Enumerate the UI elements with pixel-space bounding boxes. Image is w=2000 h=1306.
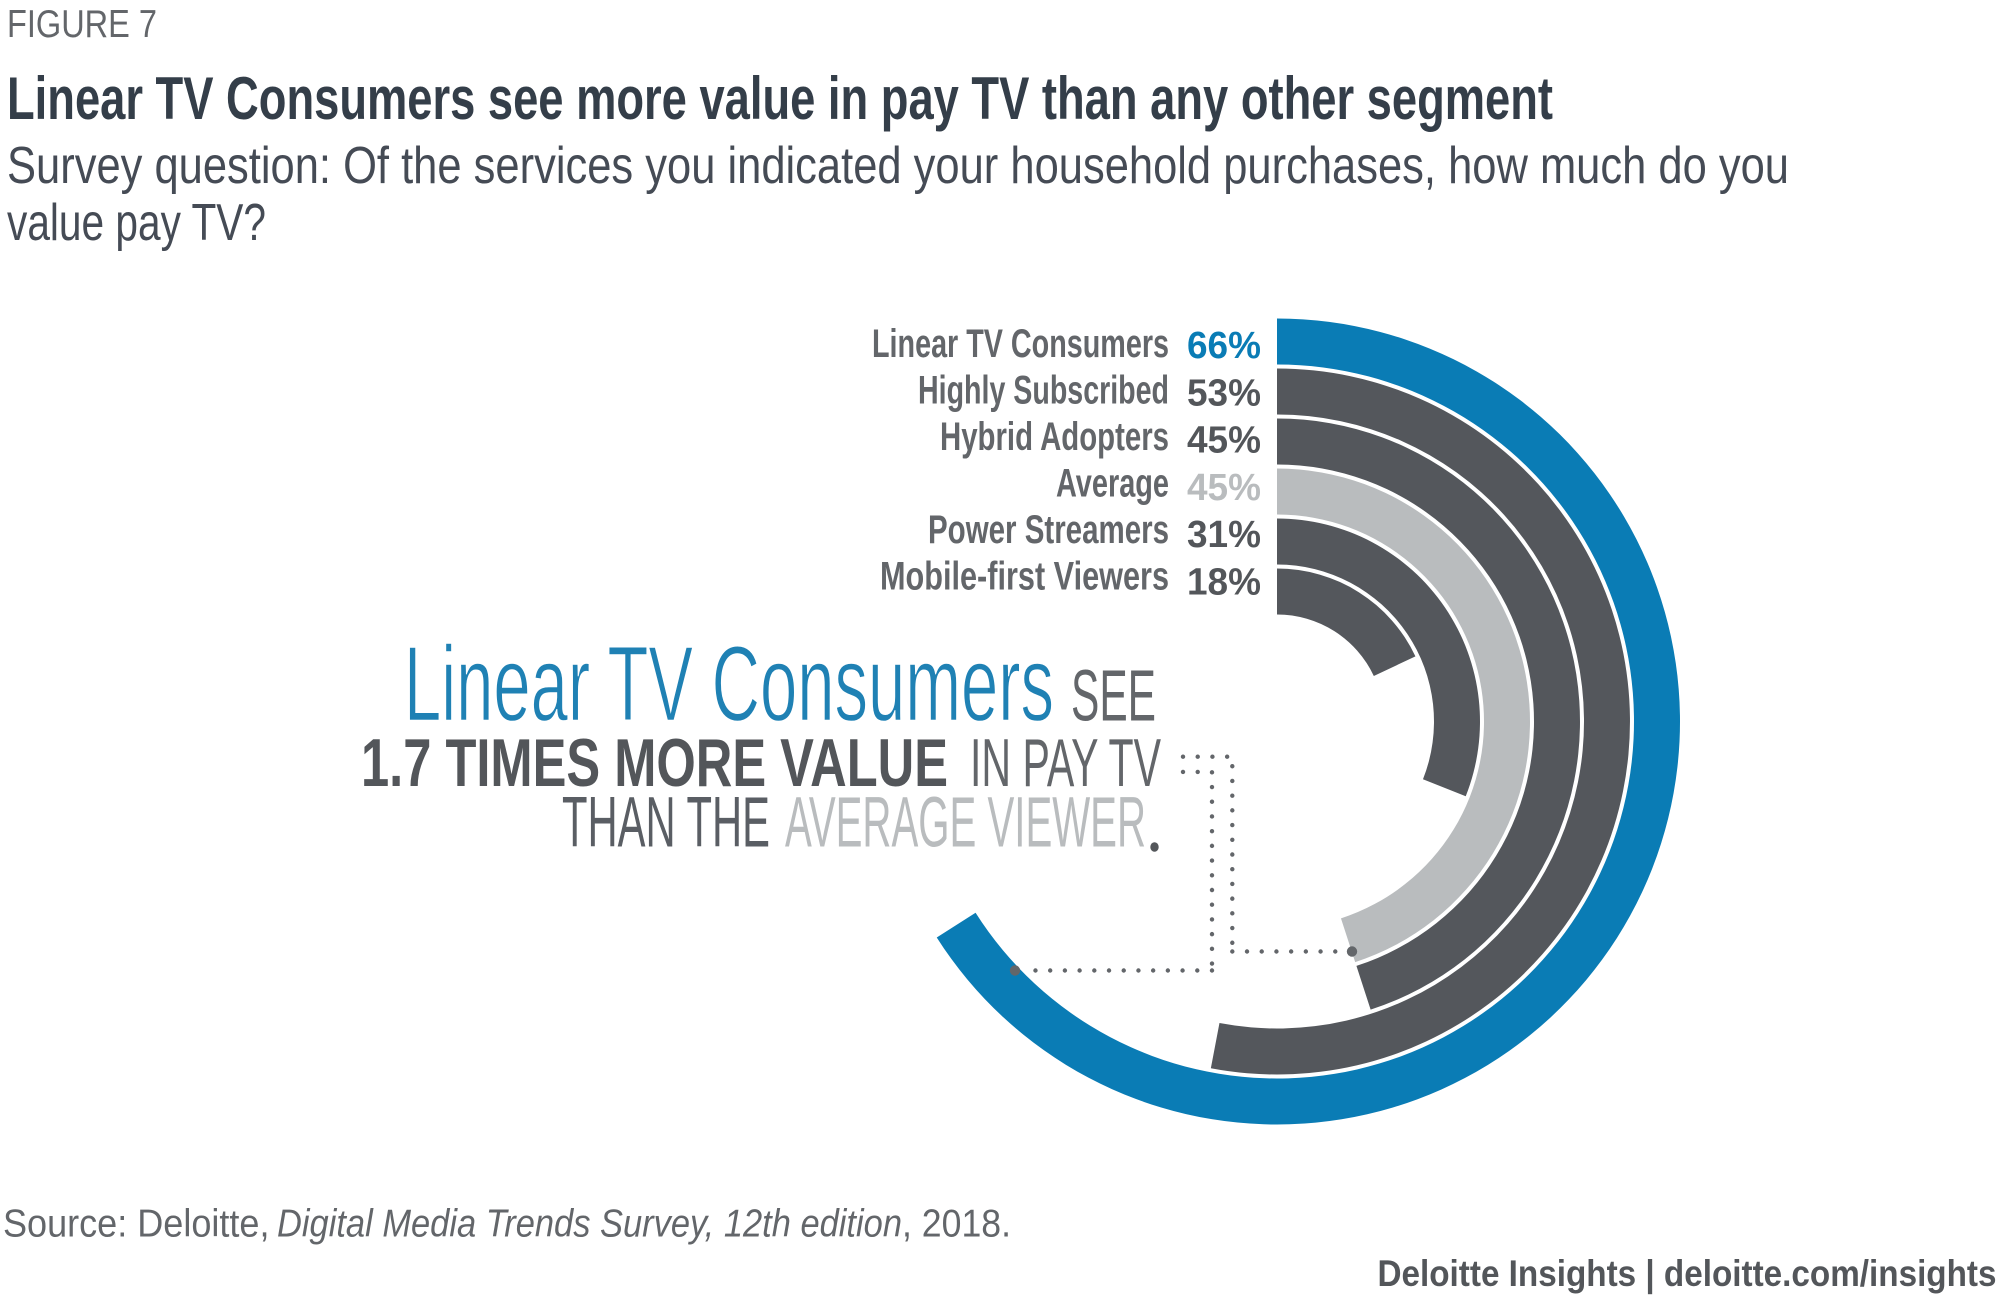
svg-text:, 2018.: , 2018. [902, 1203, 1011, 1246]
svg-text:Digital Media Trends Survey, 1: Digital Media Trends Survey, 12th editio… [277, 1203, 902, 1246]
svg-text:SEE: SEE [1071, 657, 1156, 737]
svg-text:FIGURE 7: FIGURE 7 [7, 3, 157, 46]
svg-text:53%: 53% [1187, 372, 1261, 414]
svg-text:Source: Deloitte,: Source: Deloitte, [3, 1203, 270, 1246]
svg-text:Deloitte Insights | deloitte.c: Deloitte Insights | deloitte.com/insight… [1378, 1253, 1997, 1295]
svg-text:Linear TV Consumers: Linear TV Consumers [404, 624, 1054, 744]
svg-text:45%: 45% [1187, 467, 1261, 509]
svg-text:1.7 TIMES MORE VALUE: 1.7 TIMES MORE VALUE [361, 725, 948, 801]
svg-text:Linear TV Consumers see more v: Linear TV Consumers see more value in pa… [7, 65, 1553, 132]
svg-text:Average: Average [1056, 462, 1169, 506]
svg-text:31%: 31% [1187, 514, 1261, 556]
svg-text:value pay TV?: value pay TV? [7, 194, 266, 252]
svg-text:18%: 18% [1187, 562, 1261, 604]
svg-text:Survey question: Of the servic: Survey question: Of the services you ind… [7, 137, 1789, 195]
svg-text:66%: 66% [1187, 325, 1261, 367]
svg-text:THAN THE: THAN THE [562, 784, 770, 863]
svg-text:Mobile-first Viewers: Mobile-first Viewers [880, 555, 1169, 599]
svg-text:Power Streamers: Power Streamers [928, 508, 1169, 552]
svg-text:45%: 45% [1187, 420, 1261, 462]
svg-text:Linear TV Consumers: Linear TV Consumers [872, 322, 1169, 366]
svg-text:Highly Subscribed: Highly Subscribed [918, 369, 1169, 413]
svg-text:Hybrid Adopters: Hybrid Adopters [940, 415, 1169, 459]
svg-text:IN PAY TV: IN PAY TV [970, 725, 1161, 801]
svg-text:AVERAGE VIEWER: AVERAGE VIEWER [785, 784, 1146, 863]
